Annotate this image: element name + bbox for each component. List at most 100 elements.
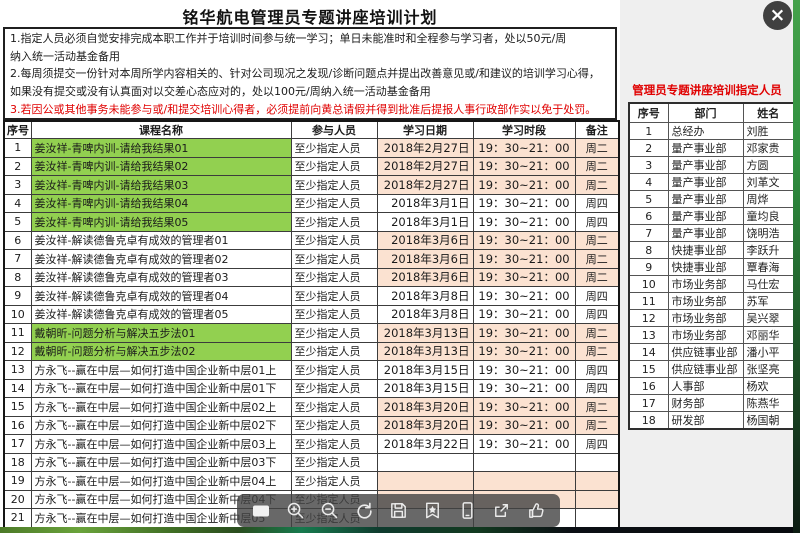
department: 供应链事业部 [667, 343, 744, 361]
bookmark-star-icon [422, 500, 443, 521]
participants: 至少指定人员 [290, 249, 378, 269]
people-row: 13 市场业务部 邓丽华 [628, 326, 795, 344]
participants: 至少指定人员 [290, 193, 378, 213]
course-name: 方永飞--赢在中层—如何打造中国企业新中层02下 [30, 415, 292, 435]
participants: 至少指定人员 [290, 341, 378, 361]
course-name: 姜汝祥-解读德鲁克卓有成效的管理者04 [30, 286, 292, 306]
study-date: 2018年3月15日 [376, 378, 474, 398]
thumbs-up-icon [526, 500, 547, 521]
study-time: 19：30~21：00 [472, 323, 576, 343]
zoom-in-button[interactable] [283, 499, 307, 523]
department: 供应链事业部 [667, 360, 744, 378]
course-name: 姜汝祥-青啤内训-请给我结果02 [30, 156, 292, 176]
study-date: 2018年3月15日 [376, 360, 474, 380]
row-number: 2 [628, 139, 669, 157]
course-name: 戴朝昕-问题分析与解决五步法02 [30, 341, 292, 361]
remark [574, 452, 620, 472]
people-row: 17 财务部 陈燕华 [628, 394, 795, 412]
panel-title: 管理员专题讲座培训指定人员 [632, 83, 782, 97]
remark: 周四 [574, 193, 620, 213]
fit-screen-button[interactable] [249, 499, 273, 523]
people-row: 1 总经办 刘胜 [628, 122, 795, 140]
schedule-row: 18 方永飞--赢在中层—如何打造中国企业新中层03下 至少指定人员 [3, 452, 620, 472]
people-row: 5 量产事业部 周烨 [628, 190, 795, 208]
study-date: 2018年3月13日 [376, 341, 474, 361]
share-button[interactable] [490, 499, 514, 523]
participants: 至少指定人员 [290, 230, 378, 250]
zoom-out-button[interactable] [318, 499, 342, 523]
department: 量产事业部 [667, 156, 744, 174]
study-time: 19：30~21：00 [472, 397, 576, 417]
share-icon [491, 500, 512, 521]
study-time [472, 471, 576, 491]
participants: 至少指定人员 [290, 452, 378, 472]
people-row: 4 量产事业部 刘革文 [628, 173, 795, 191]
save-button[interactable] [387, 499, 411, 523]
study-time: 19：30~21：00 [472, 434, 576, 454]
person-name: 李跃升 [742, 241, 795, 259]
course-name: 姜汝祥-解读德鲁克卓有成效的管理者01 [30, 230, 292, 250]
study-time: 19：30~21：00 [472, 267, 576, 287]
people-row: 2 量产事业部 邓家贵 [628, 139, 795, 157]
row-number: 5 [3, 212, 32, 232]
desktop-background-bottom [0, 527, 793, 533]
study-time: 19：30~21：00 [472, 175, 576, 195]
schedule-header-row: 序号 课程名称 参与人员 学习日期 学习时段 备注 [3, 120, 620, 139]
row-number: 13 [628, 326, 669, 344]
schedule-row: 3 姜汝祥-青啤内训-请给我结果03 至少指定人员 2018年2月27日 19：30~2… [3, 175, 620, 195]
row-number: 18 [628, 411, 669, 430]
row-number: 6 [628, 207, 669, 225]
zoom-in-icon [285, 500, 306, 521]
participants: 至少指定人员 [290, 471, 378, 491]
column-header: 课程名称 [30, 120, 292, 139]
study-date [376, 452, 474, 472]
people-row: 15 供应链事业部 张坚亮 [628, 360, 795, 378]
course-name: 姜汝祥-青啤内训-请给我结果03 [30, 175, 292, 195]
phone-button[interactable] [455, 499, 479, 523]
row-number: 10 [3, 304, 32, 324]
people-row: 12 市场业务部 吴兴翠 [628, 309, 795, 327]
department: 量产事业部 [667, 224, 744, 242]
study-date: 2018年3月20日 [376, 415, 474, 435]
thumbs-up-button[interactable] [524, 499, 548, 523]
row-number: 17 [628, 394, 669, 412]
zoom-out-icon [319, 500, 340, 521]
schedule-row: 5 姜汝祥-青啤内训-请给我结果05 至少指定人员 2018年3月1日 19：30~21… [3, 212, 620, 232]
rotate-button[interactable] [352, 499, 376, 523]
department: 研发部 [667, 411, 744, 430]
row-number: 16 [3, 415, 32, 435]
study-time: 19：30~21：00 [472, 341, 576, 361]
person-name: 邓家贵 [742, 139, 795, 157]
schedule-row: 17 方永飞--赢在中层—如何打造中国企业新中层03上 至少指定人员 2018年3月2… [3, 434, 620, 454]
remark: 周二 [574, 397, 620, 417]
close-button[interactable]: × [763, 1, 792, 30]
department: 快捷事业部 [667, 241, 744, 259]
remark: 周二 [574, 230, 620, 250]
column-header: 参与人员 [290, 120, 378, 139]
department: 市场业务部 [667, 292, 744, 310]
study-date: 2018年3月13日 [376, 323, 474, 343]
schedule-row: 9 姜汝祥-解读德鲁克卓有成效的管理者04 至少指定人员 2018年3月8日 19：30… [3, 286, 620, 306]
row-number: 17 [3, 434, 32, 454]
column-header: 学习日期 [376, 120, 474, 139]
schedule-table: 序号 课程名称 参与人员 学习日期 学习时段 备注 1 姜汝祥-青啤内训-请给我结果01 至少… [3, 120, 620, 529]
row-number: 14 [3, 378, 32, 398]
row-number: 13 [3, 360, 32, 380]
person-name: 方圆 [742, 156, 795, 174]
study-date: 2018年2月27日 [376, 138, 474, 158]
remark [574, 489, 620, 509]
person-name: 覃春海 [742, 258, 795, 276]
remark: 周二 [574, 323, 620, 343]
person-name: 杨国朝 [742, 411, 795, 430]
course-name: 戴朝昕-问题分析与解决五步法01 [30, 323, 292, 343]
study-date: 2018年3月8日 [376, 304, 474, 324]
column-header: 序号 [628, 102, 669, 123]
remark [574, 471, 620, 491]
row-number: 12 [628, 309, 669, 327]
fit-screen-icon [250, 500, 272, 522]
course-name: 方永飞--赢在中层—如何打造中国企业新中层04上 [30, 471, 292, 491]
row-number: 5 [628, 190, 669, 208]
people-row: 11 市场业务部 苏军 [628, 292, 795, 310]
note-line: 如果没有提交或没有认真面对以交差心态应对的，处以100元/周纳入统一活动基金备用 [10, 85, 431, 99]
bookmark-button[interactable] [421, 499, 445, 523]
